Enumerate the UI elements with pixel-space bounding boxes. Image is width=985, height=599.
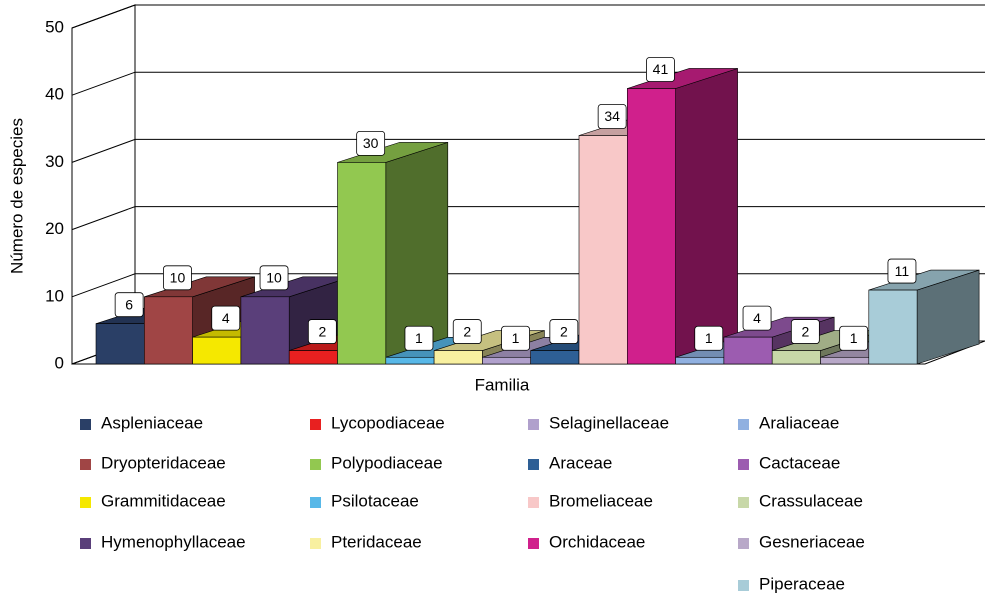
bar (192, 336, 242, 365)
data-label: 6 (125, 296, 133, 312)
bar (433, 350, 483, 365)
data-label-box (404, 325, 434, 351)
data-label-box (790, 319, 820, 344)
bar (240, 296, 290, 365)
legend-swatch (738, 459, 749, 470)
legend-label: Orchidaceae (549, 532, 645, 551)
legend-swatch (738, 419, 749, 430)
legend-swatch (80, 497, 91, 508)
legend-swatch (310, 497, 321, 508)
data-label-box (307, 319, 337, 344)
y-tick-label: 0 (55, 353, 64, 372)
legend-swatch (80, 459, 91, 470)
data-label: 10 (170, 270, 186, 286)
legend-label: Lycopodiaceae (331, 413, 445, 432)
bar (288, 350, 338, 365)
data-label: 1 (705, 330, 713, 346)
bar (95, 323, 145, 365)
legend-swatch (528, 459, 539, 470)
data-label: 4 (753, 310, 761, 326)
data-label-box (694, 325, 724, 351)
data-label: 2 (463, 323, 471, 339)
grid-line (71, 138, 985, 163)
y-tick-label: 40 (45, 85, 64, 104)
legend-label: Psilotaceae (331, 491, 419, 510)
legend-label: Cactaceae (759, 453, 840, 472)
bar (723, 336, 773, 365)
data-label: 2 (560, 323, 568, 339)
y-tick-label: 10 (45, 286, 64, 305)
bar (530, 350, 580, 365)
legend-swatch (310, 419, 321, 430)
legend-label: Araliaceae (759, 413, 839, 432)
data-label: 1 (512, 330, 520, 346)
data-label-box (646, 57, 675, 82)
data-label-box (452, 319, 482, 344)
data-label-box (839, 325, 869, 351)
legend-swatch (310, 538, 321, 549)
legend-label: Pteridaceae (331, 532, 422, 551)
data-label-box (356, 130, 386, 156)
bar (337, 162, 387, 365)
data-label: 34 (604, 108, 620, 124)
legend-label: Aspleniaceae (101, 413, 203, 432)
data-label-box (163, 265, 192, 291)
legend-label: Bromeliaceae (549, 491, 653, 510)
bar (144, 296, 193, 365)
legend-label: Hymenophyllaceae (101, 532, 246, 551)
bar-side (675, 68, 738, 365)
legend-swatch (738, 497, 749, 508)
data-label-box (742, 305, 772, 331)
grid-line (71, 4, 985, 29)
data-label-box (501, 325, 530, 351)
bar (820, 356, 870, 365)
legend-swatch (80, 419, 91, 430)
data-label-box (887, 258, 917, 284)
legend-swatch (738, 580, 749, 591)
legend-label: Araceae (549, 453, 612, 472)
bar (385, 356, 435, 365)
legend-swatch (528, 419, 539, 430)
legend-label: Polypodiaceae (331, 453, 443, 472)
legend-swatch (528, 497, 539, 508)
legend-label: Selaginellaceae (549, 413, 669, 432)
y-tick-label: 30 (45, 152, 64, 171)
data-label: 41 (653, 61, 669, 77)
data-label-box (549, 319, 579, 344)
legend-swatch (528, 538, 539, 549)
legend-label: Crassulaceae (759, 491, 863, 510)
bar (482, 356, 531, 365)
legend-swatch (80, 538, 91, 549)
data-label: 1 (415, 330, 423, 346)
data-label-box (114, 292, 144, 318)
data-label: 2 (801, 323, 809, 339)
legend-label: Dryopteridaceae (101, 453, 226, 472)
legend-swatch (738, 538, 749, 549)
data-label: 30 (363, 135, 379, 151)
legend-label: Grammitidaceae (101, 491, 226, 510)
bar (675, 356, 725, 365)
legend-label: Gesneriaceae (759, 532, 865, 551)
data-label-box (211, 305, 241, 331)
bar (626, 88, 676, 365)
grid-line (71, 206, 985, 231)
data-label: 2 (318, 323, 326, 339)
y-tick-label: 50 (45, 17, 64, 36)
bar (868, 289, 918, 365)
data-label: 11 (895, 263, 910, 279)
y-tick-label: 20 (45, 219, 64, 238)
data-label-box (597, 104, 627, 129)
data-label-box (259, 265, 289, 291)
bar (771, 350, 821, 365)
y-axis-title: Número de especies (7, 118, 26, 274)
legend-label: Piperaceae (759, 574, 845, 593)
x-axis-title: Familia (475, 375, 530, 394)
data-label: 4 (222, 310, 230, 326)
grid-line (71, 71, 985, 96)
data-label: 1 (850, 330, 858, 346)
bar (578, 135, 628, 365)
legend-swatch (310, 459, 321, 470)
data-label: 10 (266, 270, 282, 286)
